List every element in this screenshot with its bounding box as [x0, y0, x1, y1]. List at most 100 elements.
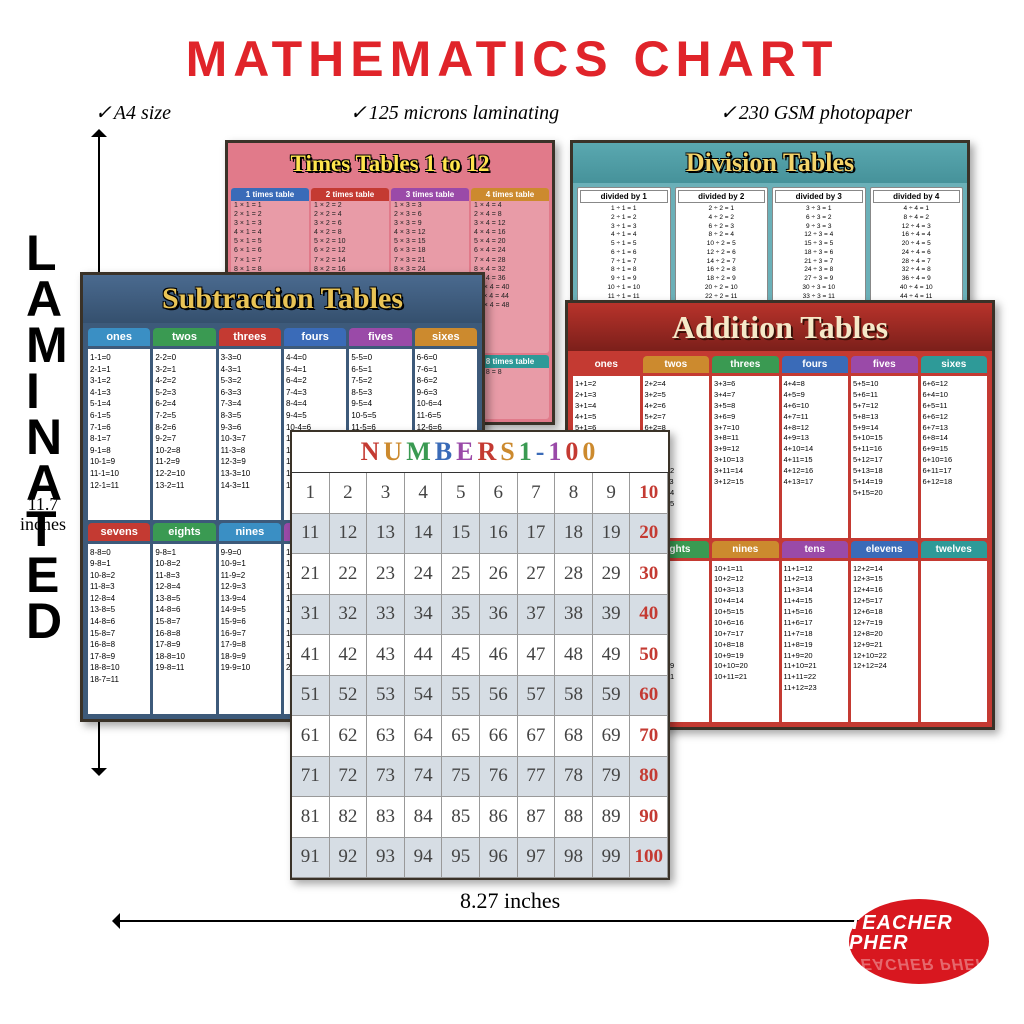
division-col: divided by 44 ÷ 4 = 18 ÷ 4 = 212 ÷ 4 = 3… [870, 187, 964, 313]
subtraction-title: Subtraction Tables [83, 275, 482, 323]
number-cell: 94 [405, 838, 443, 879]
division-col: divided by 11 ÷ 1 = 12 ÷ 1 = 23 ÷ 1 = 34… [577, 187, 671, 313]
number-cell: 4 [405, 473, 443, 514]
sub-head: fives [349, 328, 411, 346]
add-head: threes [712, 356, 779, 373]
number-cell: 65 [442, 716, 480, 757]
number-cell: 18 [555, 514, 593, 555]
add-col: 4+4=84+5=94+6=104+7=114+8=124+9=134+10=1… [782, 376, 849, 538]
number-cell: 77 [518, 757, 556, 798]
number-cell: 85 [442, 797, 480, 838]
add-col: 5+5=105+6=115+7=125+8=135+9=145+10=155+1… [851, 376, 918, 538]
number-cell: 19 [593, 514, 631, 555]
number-cell: 32 [330, 595, 368, 636]
number-cell: 63 [367, 716, 405, 757]
number-cell: 79 [593, 757, 631, 798]
width-arrow [118, 920, 948, 922]
number-cell: 62 [330, 716, 368, 757]
number-cell: 84 [405, 797, 443, 838]
number-cell: 90 [630, 797, 668, 838]
sub-head: sevens [88, 523, 150, 541]
number-cell: 7 [518, 473, 556, 514]
number-cell: 49 [593, 635, 631, 676]
number-cell: 10 [630, 473, 668, 514]
number-cell: 56 [480, 676, 518, 717]
number-cell: 64 [405, 716, 443, 757]
teacher-pher-badge: TEACHER PHER TEACHER PHER [849, 899, 989, 984]
sub-head: nines [219, 523, 281, 541]
add-head: fours [782, 356, 849, 373]
number-cell: 34 [405, 595, 443, 636]
number-cell: 41 [292, 635, 330, 676]
number-cell: 27 [518, 554, 556, 595]
sub-head: fours [284, 328, 346, 346]
number-cell: 50 [630, 635, 668, 676]
number-cell: 43 [367, 635, 405, 676]
number-cell: 40 [630, 595, 668, 636]
number-cell: 36 [480, 595, 518, 636]
number-cell: 1 [292, 473, 330, 514]
division-title: Division Tables [573, 143, 967, 183]
number-cell: 70 [630, 716, 668, 757]
number-cell: 35 [442, 595, 480, 636]
number-cell: 68 [555, 716, 593, 757]
number-cell: 78 [555, 757, 593, 798]
number-cell: 100 [630, 838, 668, 879]
sub-head: twos [153, 328, 215, 346]
add-head: elevens [851, 541, 918, 558]
numbers-card: NUMBERS 1-100 12345678910111213141516171… [290, 430, 670, 880]
number-cell: 86 [480, 797, 518, 838]
number-cell: 6 [480, 473, 518, 514]
number-cell: 95 [442, 838, 480, 879]
height-dim: 11.7inches [20, 495, 66, 535]
number-cell: 96 [480, 838, 518, 879]
number-cell: 44 [405, 635, 443, 676]
number-cell: 93 [367, 838, 405, 879]
sub-col: 8-8=09-8=110-8=211-8=312-8=413-8=514-8=6… [88, 544, 150, 715]
number-cell: 9 [593, 473, 631, 514]
number-cell: 47 [518, 635, 556, 676]
number-cell: 72 [330, 757, 368, 798]
number-cell: 55 [442, 676, 480, 717]
number-cell: 67 [518, 716, 556, 757]
add-col: 6+6=126+4=106+5=116+6=126+7=136+8=146+9=… [921, 376, 988, 538]
add-col: 11+1=1211+2=1311+3=1411+4=1511+5=1611+6=… [782, 561, 849, 723]
number-cell: 83 [367, 797, 405, 838]
number-cell: 22 [330, 554, 368, 595]
division-col: divided by 33 ÷ 3 = 16 ÷ 3 = 29 ÷ 3 = 31… [772, 187, 866, 313]
number-cell: 61 [292, 716, 330, 757]
number-cell: 23 [367, 554, 405, 595]
number-cell: 53 [367, 676, 405, 717]
add-col: 10+1=1110+2=1210+3=1310+4=1410+5=1510+6=… [712, 561, 779, 723]
number-cell: 82 [330, 797, 368, 838]
number-cell: 30 [630, 554, 668, 595]
numbers-title: NUMBERS 1-100 [292, 432, 668, 472]
number-cell: 42 [330, 635, 368, 676]
number-cell: 92 [330, 838, 368, 879]
number-cell: 89 [593, 797, 631, 838]
number-cell: 58 [555, 676, 593, 717]
spec-paper: ✓230 GSM photopaper [720, 100, 912, 125]
sub-col: 2-2=03-2=14-2=25-2=36-2=47-2=58-2=69-2=7… [153, 349, 215, 520]
number-cell: 24 [405, 554, 443, 595]
number-cell: 66 [480, 716, 518, 757]
addition-title: Addition Tables [568, 303, 992, 351]
number-cell: 87 [518, 797, 556, 838]
sub-head: eights [153, 523, 215, 541]
number-cell: 46 [480, 635, 518, 676]
number-cell: 2 [330, 473, 368, 514]
number-cell: 98 [555, 838, 593, 879]
number-cell: 75 [442, 757, 480, 798]
number-cell: 60 [630, 676, 668, 717]
number-cell: 8 [555, 473, 593, 514]
number-cell: 51 [292, 676, 330, 717]
spec-laminate: ✓125 microns laminating [350, 100, 559, 125]
number-cell: 38 [555, 595, 593, 636]
number-cell: 29 [593, 554, 631, 595]
number-cell: 48 [555, 635, 593, 676]
number-cell: 12 [330, 514, 368, 555]
number-cell: 28 [555, 554, 593, 595]
sub-head: threes [219, 328, 281, 346]
sub-col: 9-8=110-8=211-8=312-8=413-8=514-8=615-8=… [153, 544, 215, 715]
number-cell: 81 [292, 797, 330, 838]
